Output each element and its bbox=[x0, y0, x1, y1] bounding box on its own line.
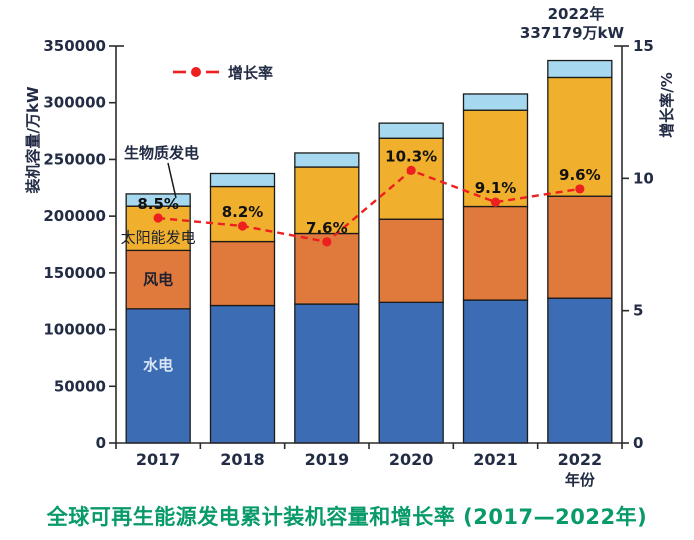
bar-segment-风电-2019 bbox=[294, 232, 360, 305]
x-tick-label-2021: 2021 bbox=[473, 450, 518, 469]
bar-segment-水电-2018 bbox=[209, 304, 276, 444]
growth-rate-label-2022: 9.6% bbox=[559, 166, 601, 184]
x-tick-label-2017: 2017 bbox=[136, 450, 181, 469]
figure-caption: 全球可再生能源发电累计装机容量和增长率 (2017—2022年) bbox=[46, 505, 648, 529]
growth-rate-label-2021: 9.1% bbox=[475, 179, 517, 197]
growth-rate-label-2018: 8.2% bbox=[222, 203, 264, 221]
growth-rate-point-2017 bbox=[153, 213, 163, 223]
peak-annotation-value: 337179万kW bbox=[520, 24, 625, 42]
growth-rate-point-2021 bbox=[490, 197, 501, 207]
bar-segment-生物质发电-2018 bbox=[209, 172, 276, 188]
growth-rate-point-2020 bbox=[406, 165, 416, 175]
x-tick-label-2019: 2019 bbox=[305, 450, 350, 469]
growth-rate-label-2020: 10.3% bbox=[385, 147, 437, 165]
x-tick-label-2022: 2022 bbox=[558, 450, 603, 469]
bar-segment-风电-2018 bbox=[209, 240, 276, 307]
peak-annotation-year: 2022年 bbox=[548, 5, 605, 23]
bar-segment-风电-2022 bbox=[547, 195, 613, 299]
series-label-太阳能发电: 太阳能发电 bbox=[121, 228, 196, 246]
bar-segment-太阳能发电-2019 bbox=[294, 166, 360, 235]
growth-rate-label-2017: 8.5% bbox=[137, 195, 179, 213]
y-tick-label-left: 250000 bbox=[43, 150, 106, 168]
series-label-风电: 风电 bbox=[143, 271, 173, 289]
series-label-水电: 水电 bbox=[143, 356, 173, 374]
bar-segment-水电-2021 bbox=[462, 299, 529, 444]
y-tick-label-right: 10 bbox=[633, 169, 654, 187]
legend-growth-label: 增长率 bbox=[228, 64, 273, 82]
y-tick-label-left: 200000 bbox=[43, 207, 106, 225]
bar-segment-水电-2019 bbox=[294, 303, 360, 444]
bar-segment-生物质发电-2020 bbox=[378, 122, 444, 139]
growth-rate-point-2019 bbox=[322, 237, 332, 247]
y-tick-label-right: 5 bbox=[633, 302, 643, 320]
y-tick-label-left: 50000 bbox=[54, 377, 106, 395]
bar-segment-水电-2022 bbox=[547, 297, 613, 444]
y-axis-title-right: 增长率/% bbox=[658, 72, 676, 138]
y-tick-label-left: 350000 bbox=[43, 37, 106, 55]
bar-segment-生物质发电-2019 bbox=[294, 152, 360, 168]
bar-segment-太阳能发电-2022 bbox=[547, 76, 613, 197]
stacked-bar-growth-chart: 水电 风电 太阳能发电 生物质发电 8.5% 8.2% 7.6% 10.3% 9.1% 9.6% 增… bbox=[24, 5, 676, 489]
bar-segment-水电-2020 bbox=[378, 301, 444, 444]
bar-segment-风电-2020 bbox=[378, 218, 444, 303]
y-tick-label-left: 150000 bbox=[43, 264, 106, 282]
y-tick-label-right: 15 bbox=[633, 37, 654, 55]
bar-segment-生物质发电-2021 bbox=[462, 93, 529, 111]
x-tick-label-2020: 2020 bbox=[389, 450, 434, 469]
growth-rate-point-2022 bbox=[575, 184, 585, 194]
biomass-callout-label: 生物质发电 bbox=[124, 144, 199, 162]
biomass-callout-line bbox=[167, 162, 177, 199]
growth-rate-line bbox=[158, 169, 581, 244]
bar-segment-水电-2017 bbox=[125, 308, 191, 444]
x-axis-title: 年份 bbox=[565, 471, 596, 489]
bar-segment-太阳能发电-2018 bbox=[209, 185, 276, 243]
bar-segment-太阳能发电-2021 bbox=[462, 109, 529, 208]
y-tick-label-left: 100000 bbox=[43, 321, 106, 339]
bar-segment-生物质发电-2022 bbox=[547, 59, 613, 79]
bar-segment-风电-2021 bbox=[462, 205, 529, 301]
legend-dot-icon bbox=[191, 67, 201, 77]
y-tick-label-right: 0 bbox=[633, 434, 643, 452]
bar-segment-生物质发电-2017 bbox=[125, 193, 191, 207]
y-axis-title-left: 装机容量/万kW bbox=[24, 86, 42, 194]
growth-rate-point-2018 bbox=[237, 221, 248, 231]
y-tick-label-left: 300000 bbox=[43, 94, 106, 112]
x-tick-label-2018: 2018 bbox=[220, 450, 265, 469]
growth-rate-label-2019: 7.6% bbox=[306, 219, 348, 237]
y-tick-label-left: 0 bbox=[96, 434, 106, 452]
bar-segment-风电-2017 bbox=[125, 249, 191, 310]
